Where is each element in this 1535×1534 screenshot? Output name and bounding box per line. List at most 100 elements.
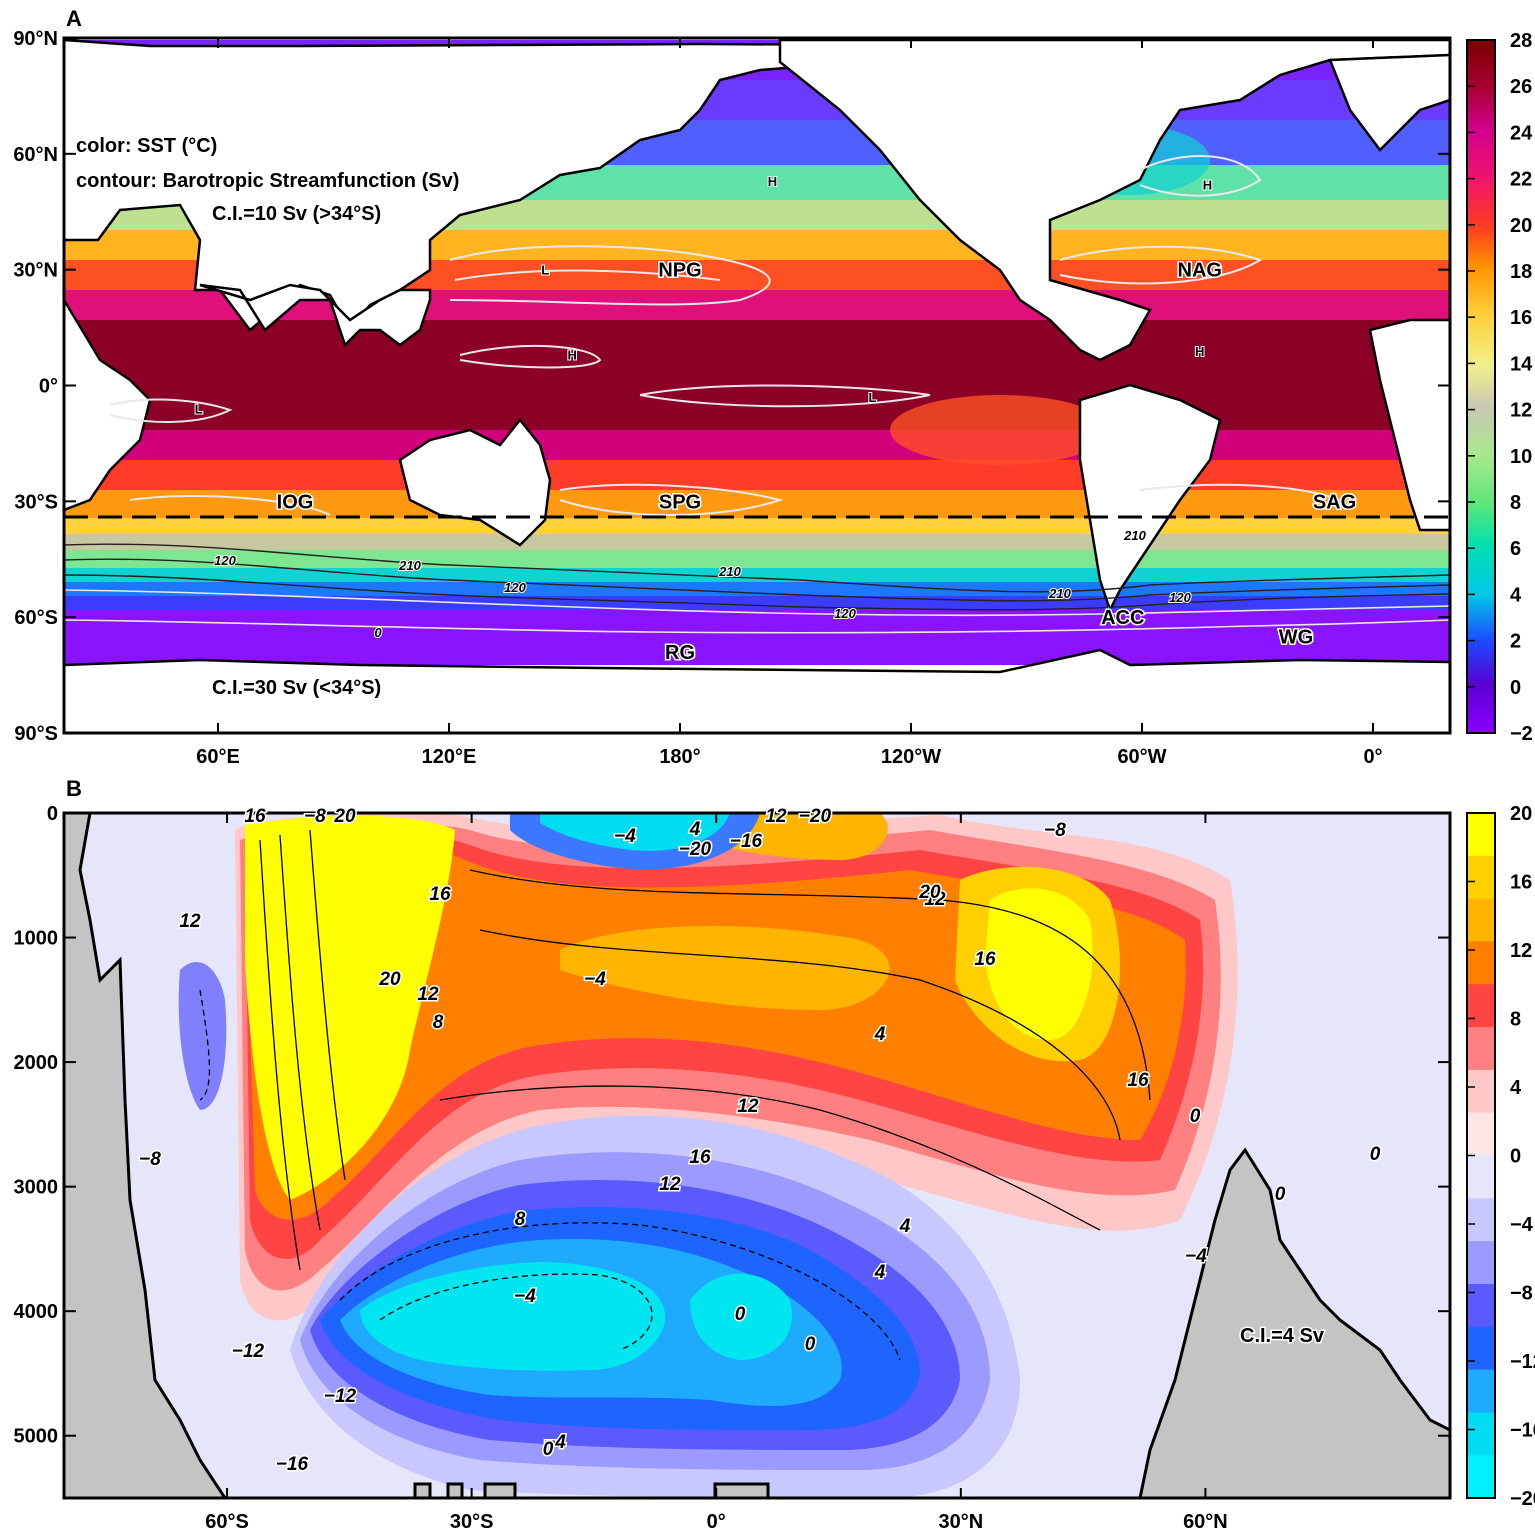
a-ytick-label: 90°S	[14, 723, 58, 745]
b-contour-label: 4	[874, 1262, 886, 1283]
b-contour-label: 0	[1275, 1184, 1286, 1205]
moc-cbar-label: 4	[1510, 1077, 1522, 1099]
b-contour-label: 4	[874, 1024, 886, 1045]
gyre-center-H: H	[768, 174, 777, 189]
sst-cbar-label: 18	[1510, 261, 1532, 283]
a-ytick-label: 90°N	[13, 28, 58, 50]
sst-cbar-label: 16	[1510, 307, 1532, 329]
b-ytick-label: 3000	[14, 1177, 59, 1199]
b-contour-label: −20	[679, 839, 712, 860]
b-ytick-label: 0	[47, 803, 58, 825]
sst-cbar-label: 22	[1510, 169, 1532, 191]
b-contour-label: −20	[799, 806, 832, 827]
b-contour-label: 20	[918, 882, 941, 903]
moc-cbar-label: 20	[1510, 803, 1532, 825]
b-contour-label: −8	[1044, 820, 1066, 841]
moc-cbar-label: 12	[1510, 940, 1532, 962]
moc-colorbar	[1466, 812, 1496, 1499]
moc-cbar-swatch	[1467, 1241, 1495, 1285]
a-ytick-label: 0°	[39, 376, 58, 398]
b-xtick-label: 30°S	[450, 1511, 494, 1533]
sst-colorbar	[1466, 39, 1496, 734]
a-contour-label: 120	[504, 580, 526, 595]
b-contour-label: 0	[805, 1334, 816, 1355]
sst-cbar-label: 10	[1510, 446, 1532, 468]
b-contour-label: 0	[735, 1304, 746, 1325]
moc-cbar-swatch	[1467, 898, 1495, 942]
a-contour-label: 210	[1123, 528, 1146, 543]
a-contour-label: 120	[214, 553, 236, 568]
b-contour-label: 4	[899, 1216, 911, 1237]
b-contour-label: −4	[584, 969, 606, 990]
b-contour-label: −8	[139, 1149, 161, 1170]
region-label-acc: ACC	[1101, 607, 1144, 629]
region-label-wg: WG	[1279, 626, 1313, 648]
sst-cbar-label: 26	[1510, 76, 1532, 98]
a-ytick-label: 60°N	[13, 144, 58, 166]
a-contour-label: 210	[1048, 586, 1071, 601]
moc-cbar-label: −20	[1510, 1488, 1535, 1510]
a-xtick-label: 120°E	[422, 746, 477, 768]
panel-a-contour-labels: 120 210 210 120 120 210 120 210 0	[213, 527, 1192, 641]
sst-cbar-label: −2	[1510, 723, 1533, 745]
b-xtick-label: 30°N	[938, 1511, 983, 1533]
b-contour-label: −4	[614, 826, 636, 847]
moc-cbar-swatch	[1467, 1326, 1495, 1371]
moc-cbar-label: 16	[1510, 872, 1532, 894]
moc-cbar-swatch	[1467, 941, 1495, 985]
moc-cbar-label: 0	[1510, 1146, 1521, 1168]
sst-cbar-label: 2	[1510, 631, 1521, 653]
b-ytick-label: 2000	[14, 1052, 59, 1074]
b-contour-label: −16	[276, 1454, 309, 1475]
moc-cbar-label: −8	[1510, 1283, 1533, 1305]
a-xtick-label: 60°E	[196, 746, 240, 768]
b-contour-label: 16	[974, 949, 996, 970]
b-xtick-label: 0°	[707, 1511, 726, 1533]
b-contour-label: 8	[433, 1012, 444, 1033]
panel-a-regions: NPG NAG IOG SPG SAG ACC RG WG	[275, 258, 1358, 665]
a-xtick-label: 180°	[659, 746, 700, 768]
a-xtick-label: 60°W	[1117, 746, 1166, 768]
region-label-npg: NPG	[658, 260, 701, 282]
moc-cbar-swatch	[1467, 1027, 1495, 1071]
a-contour-label: 0	[374, 625, 382, 640]
b-contour-label: −16	[730, 831, 763, 852]
ci-north: C.I.=10 Sv (>34°S)	[212, 203, 381, 225]
moc-cbar-label: 8	[1510, 1009, 1521, 1031]
b-contour-label: −4	[1185, 1246, 1207, 1267]
moc-cbar-swatch	[1467, 1155, 1495, 1199]
ci-panel-b: C.I.=4 Sv	[1240, 1325, 1325, 1347]
b-contour-label: 12	[765, 806, 787, 827]
b-contour-label: 12	[179, 911, 201, 932]
sst-cbar-label: 14	[1510, 353, 1533, 375]
moc-cbar-swatch	[1467, 1198, 1495, 1242]
moc-cbar-swatch	[1467, 1283, 1495, 1328]
a-contour-label: 210	[398, 558, 421, 573]
sst-cbar-label: 28	[1510, 30, 1532, 52]
moc-cbar-label: −12	[1510, 1351, 1535, 1373]
b-contour-label: 8	[515, 1209, 526, 1230]
b-contour-label: 12	[417, 984, 439, 1005]
b-contour-label: 12	[659, 1174, 681, 1195]
a-ytick-label: 30°N	[13, 260, 58, 282]
b-contour-label: 16	[244, 806, 266, 827]
a-contour-label: 120	[1169, 590, 1191, 605]
b-contour-label: −8	[304, 806, 326, 827]
region-label-spg: SPG	[659, 491, 701, 513]
a-ytick-label: 30°S	[14, 491, 58, 513]
moc-cbar-swatch	[1467, 813, 1495, 857]
panel-a-label: A	[66, 6, 82, 31]
moc-cbar-swatch	[1467, 1069, 1495, 1114]
b-contour-label: −12	[232, 1341, 265, 1362]
b-contour-label: 16	[689, 1147, 711, 1168]
b-xtick-label: 60°N	[1183, 1511, 1228, 1533]
ci-south: C.I.=30 Sv (<34°S)	[212, 677, 381, 699]
b-contour-label: 0	[1370, 1144, 1381, 1165]
gyre-center-H: H	[1203, 178, 1212, 193]
b-contour-label: 20	[333, 806, 356, 827]
sst-cbar-label: 24	[1510, 122, 1533, 144]
moc-colorbar-ticks: 20 16 12 8 4 0 −4 −8 −12 −16 −20	[1467, 803, 1535, 1510]
